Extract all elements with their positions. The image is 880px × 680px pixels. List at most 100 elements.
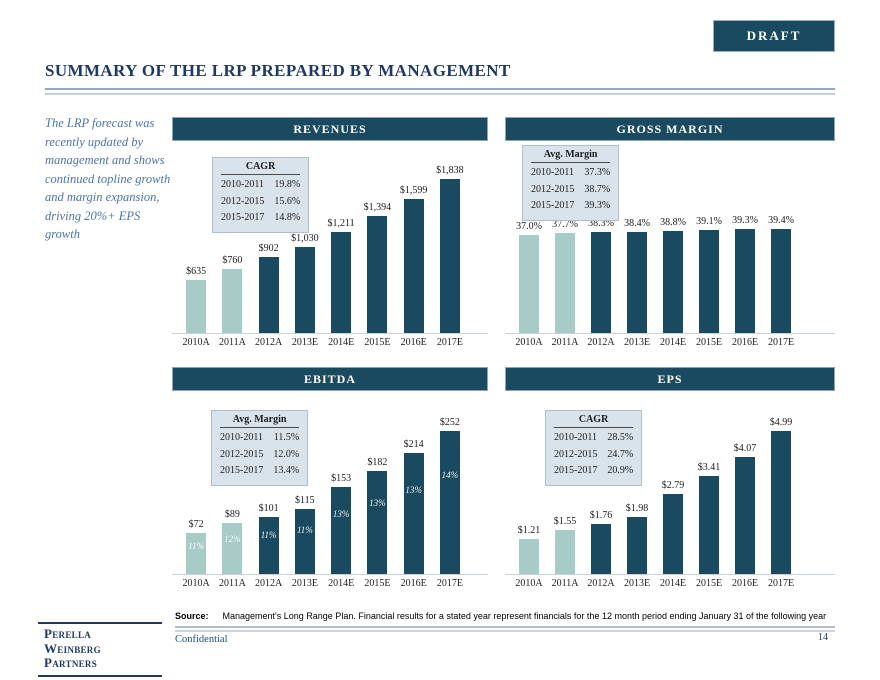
stat-row-value: 12.0% xyxy=(273,448,300,460)
bar-margin-label: 14% xyxy=(441,470,459,480)
bar-slot: $635 xyxy=(178,141,214,333)
page-title: SUMMARY OF THE LRP PREPARED BY MANAGEMEN… xyxy=(45,61,511,80)
x-axis-label: 2011A xyxy=(218,337,246,348)
bar-value-label: $101 xyxy=(258,503,279,514)
bar-value-label: $1,599 xyxy=(399,185,428,196)
x-axis-label: 2010A xyxy=(515,337,543,348)
bar xyxy=(735,229,755,333)
stat-row-period: 2012-2015 xyxy=(221,195,265,207)
x-axis-label: 2015E xyxy=(364,337,391,348)
stat-table-header: CAGR xyxy=(221,161,301,175)
stat-row-value: 14.8% xyxy=(274,212,301,223)
bar-margin-label: 11% xyxy=(260,530,277,540)
stat-row: 2010-2011 28.5% xyxy=(554,430,633,447)
stat-table-rows: 2010-2011 28.5% 2012-2015 24.7% 2015-2017 20.… xyxy=(554,430,633,480)
x-axis-label: 2013E xyxy=(291,337,318,348)
bar: 13% xyxy=(331,487,352,574)
stat-row-period: 2012-2015 xyxy=(220,448,264,460)
bar-slot: $4.99 xyxy=(763,391,799,574)
bar: 14% xyxy=(439,431,460,574)
stat-row-value: 11.5% xyxy=(273,432,300,443)
bar xyxy=(591,524,611,574)
bar-slot: 38.8% xyxy=(655,141,691,333)
bar-value-label: $1,838 xyxy=(436,165,464,176)
x-axis-label: 2010A xyxy=(182,337,210,348)
bar-slot: 37.0% xyxy=(511,141,547,333)
x-axis-label: 2012A xyxy=(255,337,283,348)
x-axis-label: 2016E xyxy=(400,578,427,589)
bar xyxy=(439,179,460,333)
stat-row: 2010-2011 11.5% xyxy=(220,430,299,447)
stat-row: 2012-2015 12.0% xyxy=(220,447,299,464)
bar-value-label: 39.4% xyxy=(768,215,794,226)
stat-row-value: 19.8% xyxy=(274,179,301,190)
logo-line: Weinberg xyxy=(44,640,101,656)
bar-value-label: 38.8% xyxy=(660,217,686,228)
bar: 13% xyxy=(367,471,388,574)
bar-slot: $1.98 xyxy=(619,391,655,574)
bar xyxy=(294,247,315,333)
stat-row-value: 24.7% xyxy=(607,448,634,460)
stat-row: 2012-2015 38.7% xyxy=(531,182,610,199)
bar-value-label: 38.4% xyxy=(624,218,650,229)
bar-margin-label: 11% xyxy=(296,525,313,535)
bar-value-label: $1,394 xyxy=(363,202,392,213)
bar-value-label: $1.76 xyxy=(589,510,613,521)
logo-line: Perella xyxy=(44,626,92,641)
stat-table: Avg. Margin 2010-2011 11.5% 2012-2015 12.0%… xyxy=(211,410,309,486)
stat-row-period: 2010-2011 xyxy=(221,179,264,190)
logo-line: Partners xyxy=(44,655,98,671)
x-axis-label: 2012A xyxy=(587,337,615,348)
stat-table-header: CAGR xyxy=(554,414,634,428)
bar: 11% xyxy=(186,533,207,574)
chart-revenues: REVENUES CAGR 2010-2011 19.8% 2012-2015 15.… xyxy=(172,117,488,348)
bar-slot: $1,394 xyxy=(359,141,395,333)
x-axis-labels: 2010A 2011A 2012A 2013E 2014E 2015E 2016E 2017E xyxy=(172,575,488,589)
bar-slot: $101 11% xyxy=(251,391,287,574)
bar-slot: $182 13% xyxy=(359,391,395,574)
chart-plot: Avg. Margin 2010-2011 11.5% 2012-2015 12.0%… xyxy=(172,391,488,575)
bar-margin-label: 13% xyxy=(405,485,422,495)
stat-row-period: 2015-2017 xyxy=(531,200,575,211)
stat-table-rows: 2010-2011 19.8% 2012-2015 15.6% 2015-2017 14.… xyxy=(221,177,300,227)
x-axis-label: 2015E xyxy=(695,578,723,589)
x-axis-label: 2011A xyxy=(218,578,246,589)
bar: 12% xyxy=(222,523,243,574)
x-axis-label: 2012A xyxy=(587,578,615,589)
stat-row-value: 15.6% xyxy=(274,195,301,207)
bar-value-label: 39.3% xyxy=(732,215,758,226)
stat-table-header: Avg. Margin xyxy=(531,149,611,163)
bar-value-label: $4.07 xyxy=(733,443,757,454)
bar-value-label: $635 xyxy=(186,266,207,277)
stat-table: CAGR 2010-2011 19.8% 2012-2015 15.6% 2015-20… xyxy=(212,157,310,233)
stat-row: 2010-2011 37.3% xyxy=(531,165,610,182)
chart-plot: Avg. Margin 2010-2011 37.3% 2012-2015 38.7%… xyxy=(505,141,835,334)
x-axis-label: 2017E xyxy=(767,337,795,348)
bar-value-label: 38.3% xyxy=(588,218,614,229)
bar-slot: $214 13% xyxy=(396,391,432,574)
bar xyxy=(403,199,424,333)
bar-slot: $153 13% xyxy=(323,391,359,574)
bar-slot: $1,030 xyxy=(287,141,323,333)
stat-row: 2015-2017 39.3% xyxy=(531,198,610,215)
bar-value-label: 37.7% xyxy=(552,219,578,230)
x-axis-label: 2010A xyxy=(182,578,210,589)
perella-weinberg-partners-logo: Perella Weinberg Partners xyxy=(38,622,162,677)
x-axis-label: 2014E xyxy=(328,578,355,589)
bar xyxy=(555,233,575,333)
x-axis-label: 2016E xyxy=(731,337,759,348)
stat-row: 2012-2015 24.7% xyxy=(554,447,633,464)
chart-ebitda: EBITDA Avg. Margin 2010-2011 11.5% 2012-20… xyxy=(172,367,488,589)
bar-slot: $1,211 xyxy=(323,141,359,333)
bar-slot: $902 xyxy=(251,141,287,333)
bar-value-label: 37.0% xyxy=(516,221,542,232)
chart-plot: CAGR 2010-2011 28.5% 2012-2015 24.7% 2015-20… xyxy=(505,391,835,575)
bar xyxy=(367,216,388,333)
draft-badge: DRAFT xyxy=(713,20,835,52)
bar-value-label: $3.41 xyxy=(697,462,721,473)
x-axis-label: 2015E xyxy=(695,337,723,348)
bars: $72 11% $89 12% $101 11% $115 11% $153 13% $182 13%… xyxy=(172,391,488,574)
bar-slot: 39.4% xyxy=(763,141,799,333)
chart-title: EPS xyxy=(505,367,835,391)
